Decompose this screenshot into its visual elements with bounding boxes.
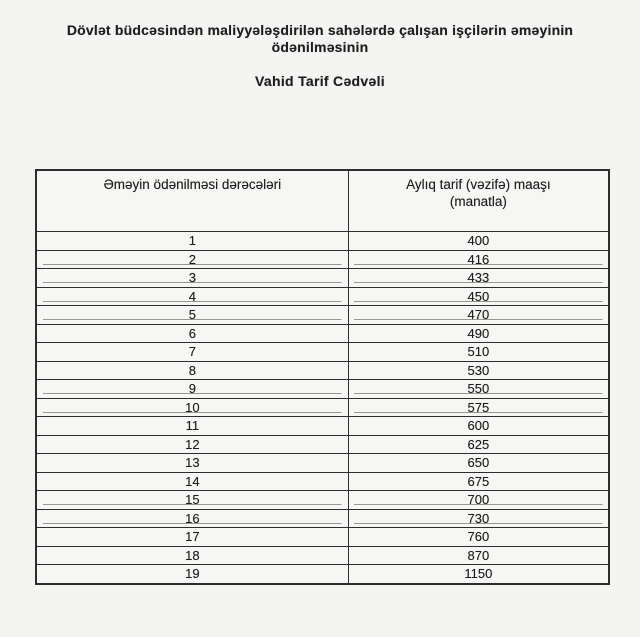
document-title: Dövlət büdcəsindən maliyyələşdirilən sah…: [20, 22, 620, 56]
table-row: 11 600: [35, 416, 610, 436]
grade-cell: 4: [35, 286, 349, 306]
salary-cell: 400: [347, 231, 610, 251]
salary-column-header: Aylıq tarif (vəzifə) maaşı (manatla): [347, 169, 610, 232]
table-row: 1 400: [35, 231, 610, 251]
salary-cell: 550: [347, 379, 610, 399]
grade-cell: 2: [35, 249, 349, 269]
salary-cell: 470: [347, 305, 610, 325]
table-row: 2 416: [35, 249, 610, 269]
salary-cell: 700: [347, 490, 610, 510]
grade-cell: 3: [35, 268, 349, 288]
table-row: 10 575: [35, 397, 610, 417]
grade-cell: 18: [35, 545, 349, 565]
table-row: 15 700: [35, 490, 610, 510]
salary-cell: 510: [347, 342, 610, 362]
salary-cell: 760: [347, 527, 610, 547]
salary-cell: 870: [347, 545, 610, 565]
title-line-2: ödənilməsinin: [271, 39, 369, 55]
tariff-table-body: 1 400 2 416 3 433 4 450 5 470 6 490 7 51…: [35, 231, 610, 584]
tariff-table: Əməyin ödənilməsi dərəcələri Aylıq tarif…: [35, 169, 610, 585]
salary-cell: 530: [347, 360, 610, 380]
salary-cell: 416: [347, 249, 610, 269]
title-line-1: Dövlət büdcəsindən maliyyələşdirilən sah…: [66, 22, 574, 38]
table-row: 9 550: [35, 379, 610, 399]
salary-cell: 575: [347, 397, 610, 417]
table-row: 4 450: [35, 286, 610, 306]
table-row: 3 433: [35, 268, 610, 288]
table-row: 17 760: [35, 527, 610, 547]
salary-cell: 1150: [347, 564, 610, 584]
table-row: 13 650: [35, 453, 610, 473]
grade-cell: 7: [35, 342, 349, 362]
grade-cell: 8: [35, 360, 349, 380]
grade-cell: 16: [35, 508, 349, 528]
table-row: 14 675: [35, 471, 610, 491]
salary-cell: 600: [347, 416, 610, 436]
grade-cell: 9: [35, 379, 349, 399]
grade-column-header: Əməyin ödənilməsi dərəcələri: [35, 169, 349, 232]
grade-cell: 13: [35, 453, 349, 473]
salary-cell: 625: [347, 434, 610, 454]
document-page: Dövlət büdcəsindən maliyyələşdirilən sah…: [0, 22, 640, 585]
grade-cell: 6: [35, 323, 349, 343]
salary-cell: 490: [347, 323, 610, 343]
grade-cell: 10: [35, 397, 349, 417]
table-row: 8 530: [35, 360, 610, 380]
grade-cell: 14: [35, 471, 349, 491]
salary-cell: 650: [347, 453, 610, 473]
grade-cell: 19: [35, 564, 349, 584]
grade-cell: 11: [35, 416, 349, 436]
grade-cell: 12: [35, 434, 349, 454]
salary-cell: 675: [347, 471, 610, 491]
salary-cell: 450: [347, 286, 610, 306]
table-row: 5 470: [35, 305, 610, 325]
salary-cell: 433: [347, 268, 610, 288]
grade-cell: 1: [35, 231, 349, 251]
table-row: 7 510: [35, 342, 610, 362]
table-row: 19 1150: [35, 564, 610, 584]
table-row: 6 490: [35, 323, 610, 343]
grade-cell: 5: [35, 305, 349, 325]
grade-cell: 17: [35, 527, 349, 547]
salary-cell: 730: [347, 508, 610, 528]
table-row: 16 730: [35, 508, 610, 528]
table-header-row: Əməyin ödənilməsi dərəcələri Aylıq tarif…: [35, 169, 610, 232]
table-row: 12 625: [35, 434, 610, 454]
table-row: 18 870: [35, 545, 610, 565]
document-subtitle: Vahid Tarif Cədvəli: [255, 73, 385, 89]
grade-cell: 15: [35, 490, 349, 510]
